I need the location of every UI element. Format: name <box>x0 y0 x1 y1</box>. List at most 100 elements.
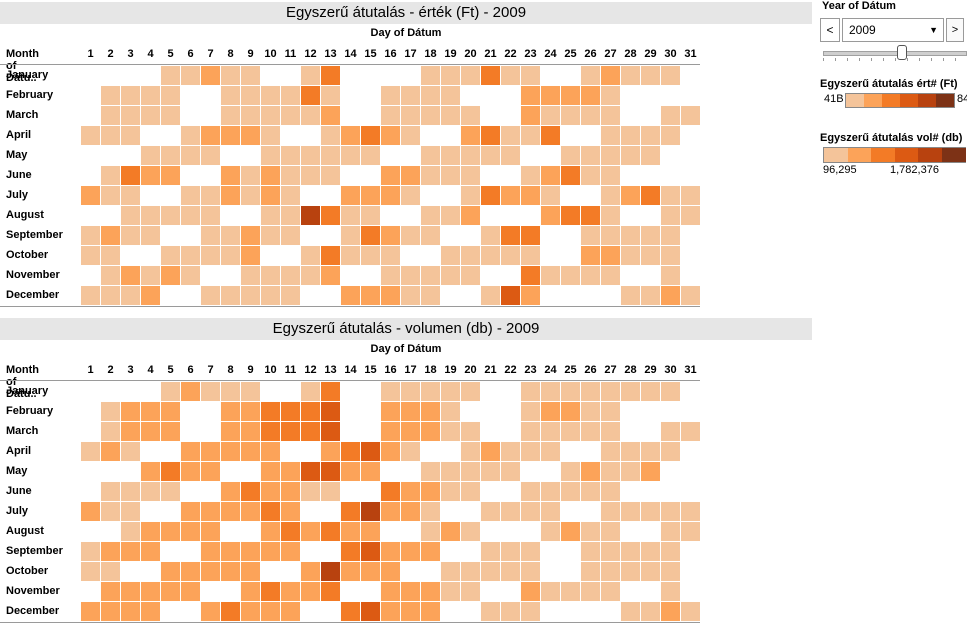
heatmap-cell[interactable] <box>421 66 440 85</box>
heatmap-cell[interactable] <box>301 382 320 401</box>
heatmap-cell[interactable] <box>561 402 580 421</box>
heatmap-cell[interactable] <box>181 246 200 265</box>
heatmap-cell[interactable] <box>241 482 260 501</box>
heatmap-cell[interactable] <box>421 226 440 245</box>
heatmap-cell[interactable] <box>441 402 460 421</box>
heatmap-cell[interactable] <box>601 146 620 165</box>
heatmap-cell[interactable] <box>81 246 100 265</box>
heatmap-cell[interactable] <box>261 206 280 225</box>
heatmap-cell[interactable] <box>241 166 260 185</box>
heatmap-cell[interactable] <box>121 442 140 461</box>
heatmap-cell[interactable] <box>161 382 180 401</box>
heatmap-cell[interactable] <box>441 106 460 125</box>
heatmap-cell[interactable] <box>541 186 560 205</box>
heatmap-cell[interactable] <box>321 66 340 85</box>
heatmap-cell[interactable] <box>421 266 440 285</box>
heatmap-cell[interactable] <box>381 382 400 401</box>
heatmap-cell[interactable] <box>301 582 320 601</box>
heatmap-cell[interactable] <box>341 286 360 305</box>
heatmap-cell[interactable] <box>481 502 500 521</box>
heatmap-cell[interactable] <box>241 186 260 205</box>
heatmap-cell[interactable] <box>661 226 680 245</box>
heatmap-cell[interactable] <box>301 462 320 481</box>
heatmap-cell[interactable] <box>421 422 440 441</box>
heatmap-cell[interactable] <box>381 562 400 581</box>
heatmap-cell[interactable] <box>361 542 380 561</box>
heatmap-cell[interactable] <box>441 562 460 581</box>
heatmap-cell[interactable] <box>261 266 280 285</box>
heatmap-cell[interactable] <box>101 422 120 441</box>
heatmap-cell[interactable] <box>101 86 120 105</box>
heatmap-cell[interactable] <box>521 266 540 285</box>
heatmap-cell[interactable] <box>241 66 260 85</box>
heatmap-cell[interactable] <box>301 562 320 581</box>
heatmap-cell[interactable] <box>121 422 140 441</box>
heatmap-cell[interactable] <box>221 226 240 245</box>
heatmap-cell[interactable] <box>261 402 280 421</box>
heatmap-cell[interactable] <box>581 146 600 165</box>
heatmap-cell[interactable] <box>501 442 520 461</box>
heatmap-cell[interactable] <box>521 542 540 561</box>
heatmap-cell[interactable] <box>641 146 660 165</box>
heatmap-cell[interactable] <box>201 562 220 581</box>
heatmap-cell[interactable] <box>321 166 340 185</box>
heatmap-cell[interactable] <box>261 482 280 501</box>
heatmap-cell[interactable] <box>621 226 640 245</box>
heatmap-cell[interactable] <box>661 502 680 521</box>
heatmap-cell[interactable] <box>541 106 560 125</box>
heatmap-cell[interactable] <box>521 402 540 421</box>
heatmap-cell[interactable] <box>121 482 140 501</box>
heatmap-cell[interactable] <box>81 286 100 305</box>
heatmap-cell[interactable] <box>261 522 280 541</box>
heatmap-cell[interactable] <box>201 462 220 481</box>
heatmap-cell[interactable] <box>381 126 400 145</box>
heatmap-cell[interactable] <box>121 126 140 145</box>
heatmap-cell[interactable] <box>301 422 320 441</box>
heatmap-cell[interactable] <box>461 206 480 225</box>
heatmap-cell[interactable] <box>401 442 420 461</box>
heatmap-cell[interactable] <box>121 542 140 561</box>
heatmap-cell[interactable] <box>401 226 420 245</box>
heatmap-cell[interactable] <box>401 266 420 285</box>
heatmap-cell[interactable] <box>201 66 220 85</box>
heatmap-cell[interactable] <box>481 226 500 245</box>
heatmap-cell[interactable] <box>481 186 500 205</box>
heatmap-cell[interactable] <box>461 522 480 541</box>
heatmap-cell[interactable] <box>561 206 580 225</box>
heatmap-cell[interactable] <box>661 186 680 205</box>
heatmap-cell[interactable] <box>301 522 320 541</box>
heatmap-cell[interactable] <box>201 246 220 265</box>
heatmap-cell[interactable] <box>521 66 540 85</box>
heatmap-cell[interactable] <box>281 602 300 621</box>
heatmap-cell[interactable] <box>561 582 580 601</box>
heatmap-cell[interactable] <box>561 166 580 185</box>
heatmap-cell[interactable] <box>401 166 420 185</box>
heatmap-cell[interactable] <box>201 382 220 401</box>
heatmap-cell[interactable] <box>481 246 500 265</box>
heatmap-cell[interactable] <box>261 422 280 441</box>
heatmap-cell[interactable] <box>361 226 380 245</box>
heatmap-cell[interactable] <box>101 602 120 621</box>
heatmap-cell[interactable] <box>401 402 420 421</box>
heatmap-cell[interactable] <box>421 382 440 401</box>
heatmap-cell[interactable] <box>81 602 100 621</box>
heatmap-cell[interactable] <box>321 146 340 165</box>
heatmap-cell[interactable] <box>641 462 660 481</box>
heatmap-cell[interactable] <box>261 106 280 125</box>
heatmap-cell[interactable] <box>261 166 280 185</box>
heatmap-cell[interactable] <box>161 522 180 541</box>
heatmap-cell[interactable] <box>641 382 660 401</box>
heatmap-cell[interactable] <box>461 442 480 461</box>
heatmap-cell[interactable] <box>461 186 480 205</box>
heatmap-cell[interactable] <box>141 166 160 185</box>
heatmap-cell[interactable] <box>381 226 400 245</box>
heatmap-cell[interactable] <box>441 206 460 225</box>
heatmap-cell[interactable] <box>121 226 140 245</box>
heatmap-cell[interactable] <box>481 462 500 481</box>
heatmap-cell[interactable] <box>401 542 420 561</box>
heatmap-cell[interactable] <box>141 146 160 165</box>
heatmap-cell[interactable] <box>641 186 660 205</box>
heatmap-cell[interactable] <box>281 106 300 125</box>
heatmap-cell[interactable] <box>201 126 220 145</box>
heatmap-cell[interactable] <box>581 422 600 441</box>
